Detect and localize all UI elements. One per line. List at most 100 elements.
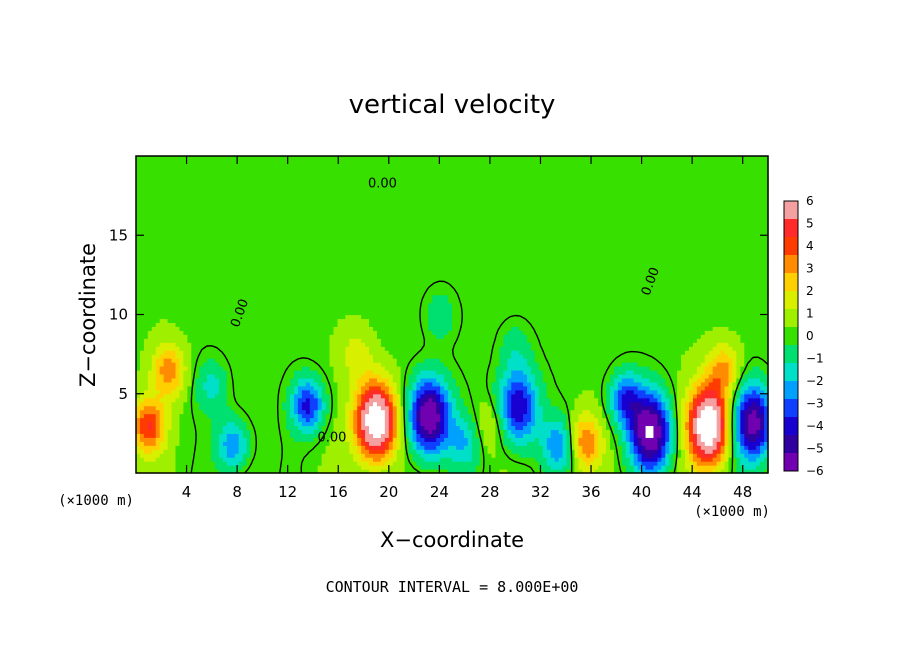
heat-cell <box>337 243 342 248</box>
heat-cell <box>230 219 236 224</box>
heat-cell <box>139 409 145 415</box>
heat-cell <box>345 167 350 173</box>
heat-cell <box>349 179 354 185</box>
heat-cell <box>207 453 212 458</box>
heat-cell <box>321 231 327 236</box>
heat-cell <box>234 266 240 272</box>
heat-cell <box>262 286 267 292</box>
heat-cell <box>183 266 188 272</box>
heat-cell <box>207 469 212 474</box>
heat-cell <box>187 156 192 161</box>
heat-cell <box>143 381 149 387</box>
heat-cell <box>211 203 216 209</box>
heat-cell <box>246 401 252 407</box>
heat-cell <box>139 235 145 240</box>
heat-cell <box>171 227 177 232</box>
heat-cell <box>171 350 177 355</box>
heat-cell <box>329 211 335 217</box>
heat-cell <box>238 219 244 224</box>
heat-cell <box>207 235 212 240</box>
heat-cell <box>361 330 366 335</box>
heat-cell <box>242 187 248 193</box>
heat-cell <box>337 441 342 446</box>
heat-cell <box>349 389 354 395</box>
heat-cell <box>317 175 323 181</box>
heat-cell <box>218 449 224 454</box>
heat-cell <box>175 266 181 272</box>
heat-cell <box>222 461 228 466</box>
heat-cell <box>325 381 331 387</box>
heat-cell <box>349 417 354 423</box>
heat-cell <box>183 369 188 375</box>
heat-cell <box>313 159 319 165</box>
heat-cell <box>211 171 216 177</box>
heat-cell <box>333 235 339 240</box>
heat-cell <box>230 286 236 292</box>
heat-cell <box>365 445 370 450</box>
heat-cell <box>380 377 386 383</box>
heat-cell <box>215 318 220 324</box>
heat-cell <box>278 175 283 181</box>
heat-cell <box>337 346 342 351</box>
heat-cell <box>270 262 275 268</box>
heat-cell <box>373 330 378 335</box>
heat-cell <box>139 231 145 236</box>
heat-cell <box>136 310 141 316</box>
heat-cell <box>230 171 236 177</box>
heat-cell <box>290 449 295 454</box>
heat-cell <box>357 334 362 339</box>
heat-cell <box>286 469 291 474</box>
heat-cell <box>373 310 378 316</box>
heat-cell <box>301 441 307 446</box>
heat-cell <box>278 259 283 264</box>
heat-cell <box>373 243 378 248</box>
heat-cell <box>357 405 362 411</box>
heat-cell <box>278 262 283 268</box>
heat-cell <box>290 469 295 474</box>
heat-cell <box>136 354 141 359</box>
heat-cell <box>175 310 181 316</box>
heat-cell <box>254 449 260 454</box>
heat-cell <box>341 433 346 438</box>
heat-cell <box>159 314 165 320</box>
heat-cell <box>218 211 224 217</box>
heat-cell <box>187 278 192 284</box>
heat-cell <box>341 207 346 213</box>
heat-cell <box>349 326 354 331</box>
heat-cell <box>333 262 339 268</box>
heat-cell <box>349 294 354 300</box>
heat-cell <box>333 167 339 173</box>
heat-cell <box>242 369 248 375</box>
heat-cell <box>175 215 181 220</box>
heat-cell <box>211 362 216 367</box>
heat-cell <box>258 385 263 391</box>
heat-cell <box>183 425 188 431</box>
heat-cell <box>262 290 267 296</box>
heat-cell <box>136 223 141 228</box>
heat-cell <box>191 393 196 399</box>
heat-cell <box>218 346 224 351</box>
heat-cell <box>136 381 141 387</box>
heat-cell <box>151 199 157 205</box>
heat-cell <box>207 362 212 367</box>
heat-cell <box>203 409 208 415</box>
heat-cell <box>167 215 173 220</box>
heat-cell <box>183 207 188 213</box>
heat-cell <box>325 354 331 359</box>
heat-cell <box>380 465 386 470</box>
heat-cell <box>151 445 157 450</box>
heat-cell <box>380 421 386 427</box>
heat-cell <box>250 453 256 458</box>
heat-cell <box>266 171 271 177</box>
heat-cell <box>341 322 346 327</box>
heat-cell <box>250 377 256 383</box>
heat-cell <box>321 350 327 355</box>
heat-cell <box>325 469 331 474</box>
heat-cell <box>262 227 267 232</box>
heat-cell <box>218 401 224 407</box>
heat-cell <box>195 401 200 407</box>
heat-cell <box>317 469 323 474</box>
heat-cell <box>175 449 181 454</box>
heat-cell <box>242 362 248 367</box>
heat-cell <box>278 302 283 308</box>
